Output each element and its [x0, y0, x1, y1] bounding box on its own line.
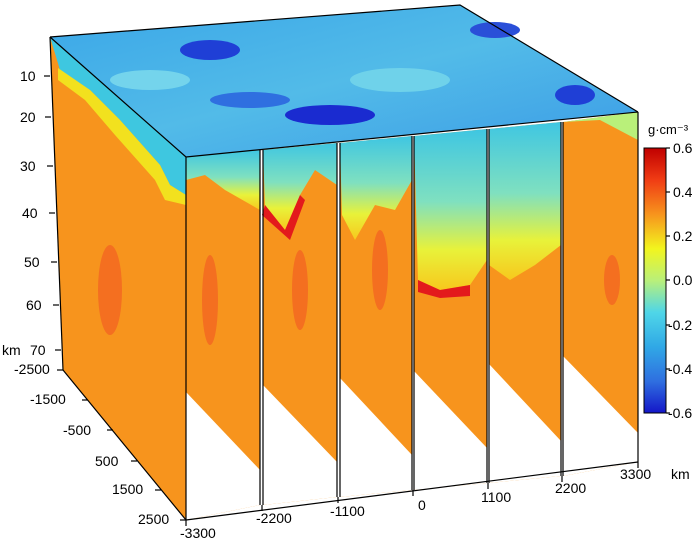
- x-tick-label: -3300: [180, 525, 216, 541]
- left-face-crust: [50, 37, 186, 195]
- y-tick-label: 1500: [112, 481, 143, 497]
- slice-bottom-gaps: [186, 356, 638, 520]
- depth-tick-label: 20: [20, 109, 36, 125]
- y-tick-label: -1500: [30, 391, 66, 407]
- top-anomaly-blue: [210, 92, 290, 108]
- depth-tick-label: 30: [20, 158, 36, 174]
- left-face-anomaly: [98, 245, 122, 335]
- top-anomaly-blue: [285, 105, 375, 125]
- top-anomaly-blue: [180, 40, 240, 60]
- depth-unit-label: km: [2, 342, 21, 358]
- depth-tick-label: 10: [20, 68, 36, 84]
- colorbar: g·cm⁻³ 0.6 0.4 0.2 0.0 -0.2 -0.4 -0.6: [643, 122, 693, 421]
- x-tick-label: -1100: [330, 503, 365, 519]
- x-tick-label: -2200: [256, 510, 292, 526]
- x-unit-label: km: [671, 466, 690, 482]
- colorbar-tick-label: 0.6: [673, 140, 693, 156]
- colorbar-tick-label: 0.2: [673, 228, 693, 244]
- x-axis: -3300 -2200 -1100 0 1100 2200 3300 km: [180, 462, 690, 541]
- y-tick-label: 500: [95, 453, 119, 469]
- colorbar-title: g·cm⁻³: [648, 122, 689, 137]
- depth-axis: 10 20 30 40 50 60 km 70: [2, 68, 61, 358]
- x-tick-label: 1100: [481, 489, 511, 505]
- top-anomaly-cyan: [350, 68, 450, 92]
- x-tick-label: 0: [418, 497, 426, 513]
- colorbar-tick-label: -0.6: [668, 405, 692, 421]
- colorbar-gradient: [643, 147, 667, 414]
- x-tick-label: 3300: [620, 466, 651, 482]
- y-tick-label: -500: [63, 422, 91, 438]
- colorbar-tick-label: 0.0: [673, 272, 693, 288]
- block-edges: [49, 4, 639, 521]
- colorbar-tick-label: 0.4: [673, 184, 693, 200]
- top-anomaly-blue: [555, 85, 595, 105]
- x-tick-label: 2200: [555, 480, 586, 496]
- left-face-yellow: [58, 68, 186, 205]
- depth-tick-label: 40: [22, 205, 38, 221]
- top-anomaly-cyan: [110, 70, 190, 90]
- y-tick-label: 2500: [138, 511, 169, 527]
- top-anomaly-blue: [470, 22, 520, 38]
- colorbar-tick-label: -0.4: [668, 361, 692, 377]
- depth-tick-label: 50: [24, 254, 40, 270]
- depth-tick-label: 60: [26, 297, 42, 313]
- y-axis: -2500 -1500 -500 500 1500 2500: [14, 361, 186, 527]
- depth-tick-label: 70: [30, 342, 46, 358]
- colorbar-tick-label: -0.2: [668, 317, 692, 333]
- y-tick-label: -2500: [14, 361, 50, 377]
